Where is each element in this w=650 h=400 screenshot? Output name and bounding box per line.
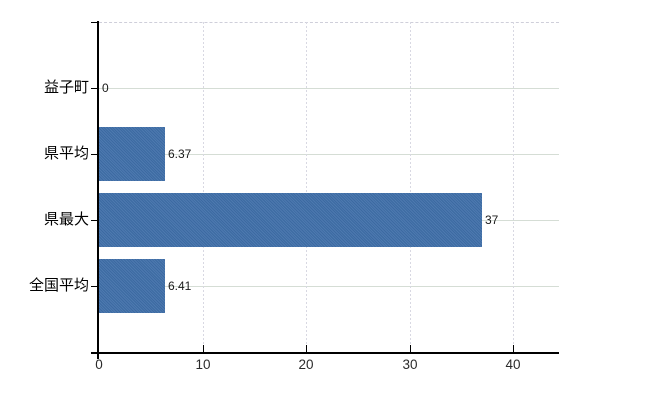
bar [99,193,482,247]
v-gridline [513,22,514,353]
v-gridline [410,22,411,353]
v-gridline [306,22,307,353]
x-axis-tick [513,345,514,353]
bar-value-label: 6.41 [168,279,192,293]
x-axis-line [91,352,559,354]
y-axis-label: 県平均 [43,145,89,162]
y-axis-tick [91,22,98,23]
y-axis-label: 県最大 [43,211,89,228]
bar-value-label: 6.37 [168,147,192,161]
h-gridline [99,88,559,89]
x-axis-tick-label: 10 [195,357,211,372]
x-axis-tick [410,345,411,353]
v-gridline [203,22,204,353]
y-axis-tick [91,154,98,155]
y-axis-line [97,21,99,359]
h-gridline [99,286,559,287]
h-gridline [99,154,559,155]
x-axis-tick-label: 20 [298,357,314,372]
x-axis-tick-label: 0 [95,357,103,372]
x-axis-tick [203,345,204,353]
y-axis-tick [91,88,98,89]
y-axis-tick [91,286,98,287]
bar-value-label: 0 [102,81,109,95]
x-axis-tick-label: 30 [402,357,418,372]
y-axis-label: 益子町 [43,79,89,96]
x-axis-tick [306,345,307,353]
y-axis-label: 全国平均 [28,277,89,294]
y-axis-tick [91,220,98,221]
bar [99,127,165,181]
bar-value-label: 37 [485,213,499,227]
bar [99,259,165,313]
x-axis-tick-label: 40 [505,357,521,372]
plot-top-border [99,22,559,23]
